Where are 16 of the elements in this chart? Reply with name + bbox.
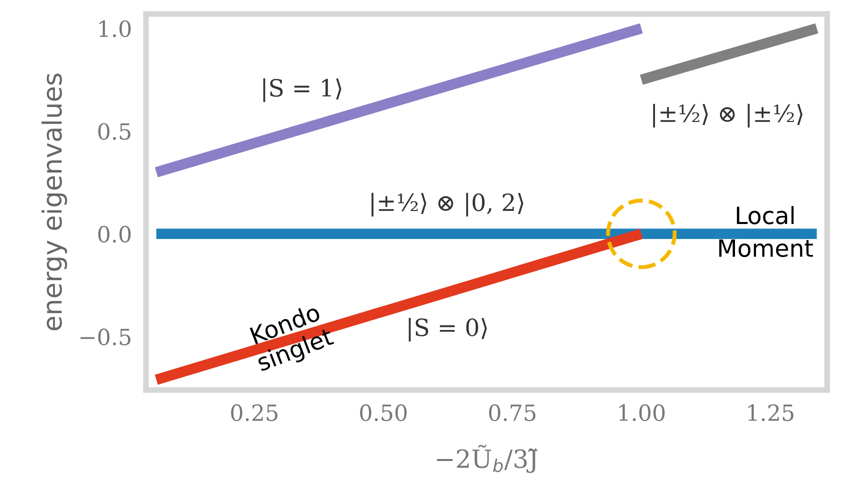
series-label: |S = 0⟩ — [408, 318, 487, 342]
x-tick-label: 0.75 — [489, 404, 536, 422]
y-tick-label: 0.5 — [98, 123, 130, 140]
series-label: |±½⟩ ⊗ |±½⟩ — [653, 104, 802, 128]
x-tick-label: 1.00 — [619, 404, 665, 422]
y-tick-label: 1.0 — [99, 20, 131, 38]
series-label: |S = 1⟩ — [263, 78, 342, 102]
x-tick-label: 0.25 — [231, 404, 278, 422]
y-tick-label: 0.0 — [98, 226, 131, 243]
annotation: Local Moment — [719, 206, 813, 258]
series-label: |±½⟩ ⊗ |0, 2⟩ — [372, 192, 524, 216]
x-axis-title: −2Ũ$_{b}$/3J̃ — [436, 444, 538, 474]
x-tick-label: 1.25 — [748, 404, 794, 422]
y-tick-label: −0.5 — [80, 328, 130, 346]
y-axis-title: energy eigenvalues — [42, 74, 68, 330]
x-tick-label: 0.50 — [360, 404, 407, 422]
